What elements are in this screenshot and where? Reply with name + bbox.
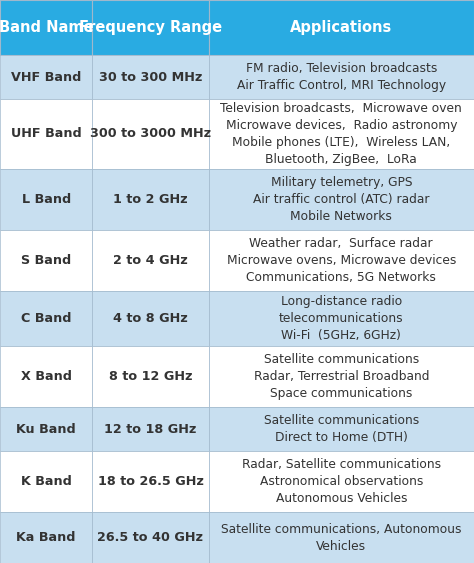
Bar — [209, 0, 474, 55]
Text: Applications: Applications — [290, 20, 392, 35]
Text: Ka Band: Ka Band — [17, 531, 76, 544]
Text: C Band: C Band — [21, 312, 72, 325]
Bar — [209, 55, 474, 99]
Text: VHF Band: VHF Band — [11, 70, 82, 83]
Bar — [0, 0, 92, 55]
Bar — [0, 451, 92, 512]
Bar — [209, 451, 474, 512]
Text: Satellite communications
Direct to Home (DTH): Satellite communications Direct to Home … — [264, 414, 419, 444]
Text: 2 to 4 GHz: 2 to 4 GHz — [113, 254, 188, 267]
Text: 26.5 to 40 GHz: 26.5 to 40 GHz — [98, 531, 203, 544]
Text: Ku Band: Ku Band — [16, 422, 76, 436]
Text: 4 to 8 GHz: 4 to 8 GHz — [113, 312, 188, 325]
Bar — [0, 230, 92, 291]
Bar — [209, 230, 474, 291]
Bar — [92, 55, 209, 99]
Bar — [209, 346, 474, 407]
Text: Radar, Satellite communications
Astronomical observations
Autonomous Vehicles: Radar, Satellite communications Astronom… — [242, 458, 441, 505]
Text: FM radio, Television broadcasts
Air Traffic Control, MRI Technology: FM radio, Television broadcasts Air Traf… — [237, 62, 446, 92]
Text: L Band: L Band — [22, 193, 71, 205]
Bar — [92, 99, 209, 169]
Text: S Band: S Band — [21, 254, 72, 267]
Text: K Band: K Band — [21, 475, 72, 488]
Bar — [0, 169, 92, 230]
Bar — [0, 346, 92, 407]
Text: Military telemetry, GPS
Air traffic control (ATC) radar
Mobile Networks: Military telemetry, GPS Air traffic cont… — [253, 176, 429, 223]
Text: Satellite communications
Radar, Terrestrial Broadband
Space communications: Satellite communications Radar, Terrestr… — [254, 353, 429, 400]
Bar — [0, 99, 92, 169]
Bar — [209, 291, 474, 346]
Bar — [0, 407, 92, 451]
Text: UHF Band: UHF Band — [11, 127, 82, 140]
Bar — [209, 407, 474, 451]
Text: Television broadcasts,  Microwave oven
Microwave devices,  Radio astronomy
Mobil: Television broadcasts, Microwave oven Mi… — [220, 102, 462, 166]
Bar — [92, 169, 209, 230]
Bar — [92, 407, 209, 451]
Text: 18 to 26.5 GHz: 18 to 26.5 GHz — [98, 475, 203, 488]
Bar — [92, 451, 209, 512]
Text: 1 to 2 GHz: 1 to 2 GHz — [113, 193, 188, 205]
Text: Frequency Range: Frequency Range — [79, 20, 222, 35]
Text: Long-distance radio
telecommunications
Wi-Fi  (5GHz, 6GHz): Long-distance radio telecommunications W… — [279, 295, 403, 342]
Bar — [92, 512, 209, 563]
Bar — [0, 291, 92, 346]
Bar — [92, 0, 209, 55]
Bar — [0, 512, 92, 563]
Text: 12 to 18 GHz: 12 to 18 GHz — [104, 422, 197, 436]
Text: 30 to 300 MHz: 30 to 300 MHz — [99, 70, 202, 83]
Bar — [92, 346, 209, 407]
Bar — [209, 512, 474, 563]
Bar — [209, 99, 474, 169]
Bar — [209, 169, 474, 230]
Text: 300 to 3000 MHz: 300 to 3000 MHz — [90, 127, 211, 140]
Text: Satellite communications, Autonomous
Vehicles: Satellite communications, Autonomous Veh… — [221, 522, 462, 552]
Bar — [92, 230, 209, 291]
Text: 8 to 12 GHz: 8 to 12 GHz — [109, 370, 192, 383]
Text: Weather radar,  Surface radar
Microwave ovens, Microwave devices
Communications,: Weather radar, Surface radar Microwave o… — [227, 236, 456, 284]
Text: X Band: X Band — [21, 370, 72, 383]
Text: Band Name: Band Name — [0, 20, 93, 35]
Bar — [92, 291, 209, 346]
Bar — [0, 55, 92, 99]
